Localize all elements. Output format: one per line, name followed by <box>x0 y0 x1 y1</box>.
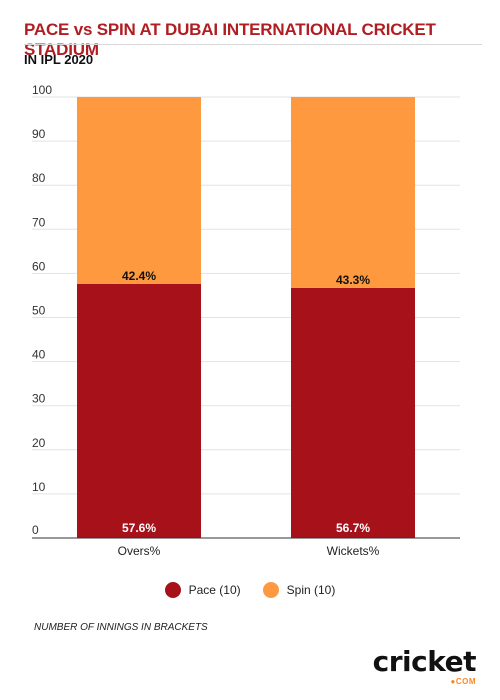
x-category-label: Overs% <box>118 544 161 558</box>
cricket-com-logo: cricket ●COM <box>372 645 477 687</box>
legend-item-spin: Spin (10) <box>262 582 336 598</box>
y-tick-label: 60 <box>32 259 46 273</box>
y-tick-label: 0 <box>32 523 39 537</box>
legend-label-pace: Pace (10) <box>188 583 241 597</box>
stacked-bar-chart: 0 10 20 30 40 50 60 70 80 90 100 57.6% 42.4% 56.7% 43… <box>32 83 460 558</box>
legend: Pace (10) Spin (10) <box>0 582 500 598</box>
logo-subtext: ●COM <box>450 677 476 686</box>
axes: Overs% Wickets% <box>32 537 460 558</box>
y-tick-label: 30 <box>32 392 46 406</box>
chart-subtitle: IN IPL 2020 <box>24 52 94 67</box>
data-label: 57.6% <box>122 521 156 535</box>
bar-spin-overs <box>77 97 201 284</box>
legend-item-pace: Pace (10) <box>164 582 241 598</box>
y-tick-label: 20 <box>32 436 46 450</box>
bar-pace-overs <box>77 283 201 538</box>
spin-swatch-icon <box>262 582 279 598</box>
data-labels: 57.6% 42.4% 56.7% 43.3% <box>122 269 370 535</box>
title-divider <box>24 44 482 45</box>
y-tick-label: 80 <box>32 171 46 185</box>
footnote: NUMBER OF INNINGS IN BRACKETS <box>34 622 208 633</box>
x-category-label: Wickets% <box>327 544 380 558</box>
pace-swatch-icon <box>164 582 181 598</box>
logo-wordmark: cricket <box>372 645 477 678</box>
legend-label-spin: Spin (10) <box>286 583 336 597</box>
bar-spin-wickets <box>291 97 415 288</box>
bar-pace-wickets <box>291 287 415 538</box>
y-tick-label: 10 <box>32 480 46 494</box>
data-label: 56.7% <box>336 521 370 535</box>
y-tick-label: 70 <box>32 215 46 229</box>
data-label: 42.4% <box>122 269 156 283</box>
bars <box>77 97 415 538</box>
y-tick-label: 90 <box>32 127 46 141</box>
y-tick-label: 50 <box>32 304 46 318</box>
data-label: 43.3% <box>336 273 370 287</box>
y-tick-label: 40 <box>32 348 46 362</box>
y-tick-label: 100 <box>32 83 52 97</box>
